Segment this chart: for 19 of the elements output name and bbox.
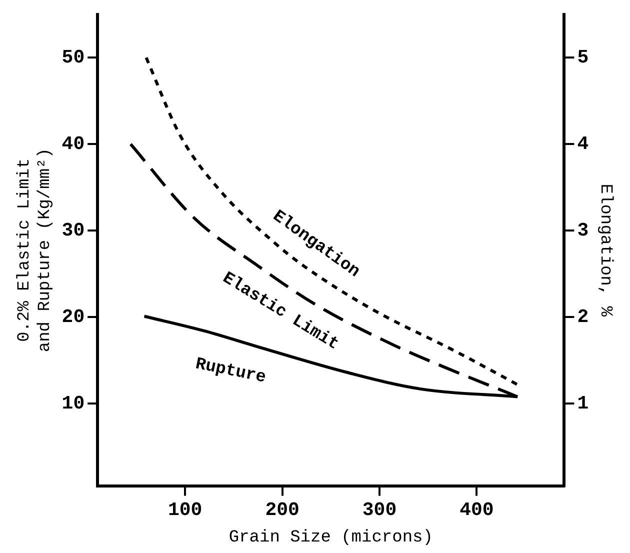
y-tick-label: 10 [62, 392, 85, 414]
text: Rupture [194, 355, 268, 388]
x-tick-label: 100 [168, 498, 202, 521]
y2-tick-label: 2 [577, 306, 589, 328]
y2-tick-label: 1 [577, 392, 589, 414]
x-tick-label: 300 [362, 498, 397, 521]
y-tick-label: 20 [62, 306, 85, 328]
y2-tick-label: 3 [577, 219, 589, 242]
y2-tick-label: 5 [577, 46, 589, 68]
line-series [144, 56, 520, 386]
x-tick-label: 400 [460, 498, 494, 521]
x-tick-label: 200 [265, 498, 300, 521]
x-axis-title: Grain Size (microns) [228, 528, 433, 548]
y2-axis-title: Elongation, % [595, 184, 614, 318]
y-tick-label: 50 [62, 46, 85, 68]
y-tick-label: 40 [62, 132, 85, 155]
y-axis-title: 0.2% Elastic Limit and Rupture (Kg/mm²) [16, 148, 56, 352]
y2-tick-label: 4 [577, 132, 589, 155]
y-tick-label: 30 [62, 219, 85, 242]
